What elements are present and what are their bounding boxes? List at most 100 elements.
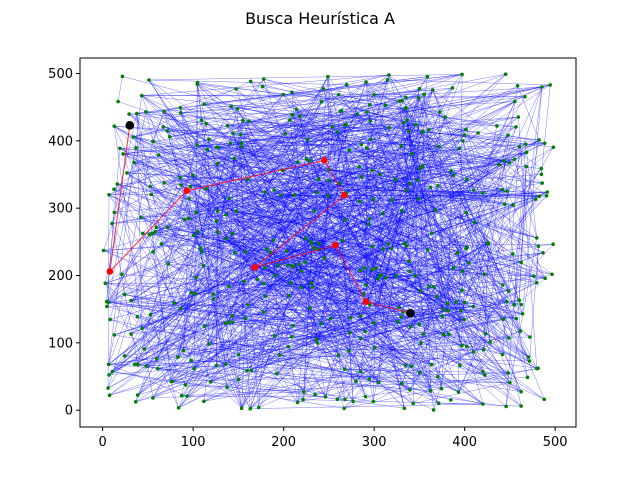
graph-node — [192, 366, 196, 371]
graph-node — [172, 301, 177, 305]
graph-node — [344, 122, 349, 127]
graph-node — [408, 324, 413, 329]
start-node — [125, 121, 135, 130]
graph-node — [223, 321, 228, 326]
graph-node — [288, 281, 293, 285]
graph-node — [327, 178, 331, 183]
graph-node — [107, 193, 111, 197]
graph-node — [129, 332, 133, 336]
graph-node — [483, 332, 488, 336]
graph-node — [314, 337, 319, 342]
graph-node — [142, 347, 146, 351]
graph-node — [292, 264, 296, 269]
graph-node — [408, 181, 412, 186]
graph-node — [112, 333, 117, 337]
graph-node — [199, 118, 204, 122]
graph-node — [322, 256, 326, 260]
graph-node — [385, 77, 390, 82]
graph-node — [368, 137, 373, 142]
graph-node — [436, 374, 440, 379]
graph-node — [527, 359, 532, 363]
graph-node — [319, 99, 324, 104]
graph-node — [503, 202, 507, 206]
graph-node — [132, 362, 137, 367]
graph-node — [144, 364, 149, 368]
graph-node — [361, 292, 366, 296]
graph-node — [351, 399, 355, 404]
graph-node — [441, 307, 446, 312]
graph-node — [540, 85, 544, 89]
graph-node — [165, 225, 170, 230]
path-node — [251, 264, 258, 271]
graph-node — [421, 130, 426, 134]
y-tick-label: 400 — [48, 134, 73, 149]
y-tick-label: 100 — [48, 336, 73, 351]
graph-node — [234, 87, 238, 91]
graph-node — [436, 401, 441, 406]
graph-node — [291, 323, 295, 328]
graph-node — [533, 197, 538, 201]
graph-node — [370, 168, 374, 173]
graph-node — [372, 321, 376, 325]
graph-node — [192, 233, 196, 238]
graph-node — [308, 306, 312, 310]
graph-node — [326, 74, 330, 79]
graph-node — [376, 380, 381, 385]
graph-node — [497, 162, 502, 167]
graph-node — [397, 99, 402, 103]
graph-node — [525, 375, 530, 380]
graph-node — [460, 288, 464, 293]
graph-node — [245, 368, 249, 373]
graph-node — [460, 343, 464, 348]
graph-node — [105, 304, 109, 309]
graph-node — [359, 142, 364, 147]
graph-node — [165, 129, 169, 133]
graph-node — [216, 145, 220, 150]
graph-node — [156, 153, 161, 157]
graph-node — [229, 104, 233, 108]
graph-node — [166, 262, 170, 266]
graph-node — [376, 277, 380, 281]
graph-node — [179, 111, 183, 115]
x-tick-label: 400 — [452, 435, 477, 450]
graph-node — [316, 177, 321, 181]
graph-node — [472, 220, 477, 224]
graph-node — [431, 285, 436, 289]
graph-node — [400, 99, 404, 103]
graph-node — [511, 252, 515, 256]
graph-node — [508, 380, 512, 385]
graph-node — [151, 250, 155, 254]
graph-node — [551, 242, 555, 246]
graph-node — [541, 251, 545, 255]
graph-node — [378, 273, 382, 278]
graph-node — [537, 194, 541, 199]
graph-node — [416, 96, 421, 100]
graph-node — [139, 215, 143, 219]
graph-node — [384, 276, 388, 280]
graph-node — [227, 284, 231, 289]
graph-node — [342, 367, 347, 372]
graph-node — [243, 249, 248, 254]
graph-node — [535, 236, 539, 240]
graph-node — [232, 156, 237, 161]
graph-node — [193, 292, 197, 296]
graph-node — [427, 127, 431, 132]
graph-node — [395, 319, 400, 324]
graph-node — [506, 289, 511, 293]
graph-node — [378, 172, 383, 177]
graph-node — [367, 377, 372, 381]
graph-node — [299, 285, 303, 290]
graph-node — [436, 144, 441, 149]
graph-node — [465, 177, 469, 182]
graph-node — [339, 108, 344, 113]
graph-node — [450, 86, 455, 90]
graph-node — [230, 313, 234, 318]
graph-node — [504, 404, 508, 409]
graph-node — [120, 272, 124, 277]
graph-node — [506, 371, 511, 375]
graph-node — [343, 397, 347, 402]
graph-node — [364, 80, 368, 84]
graph-node — [482, 272, 487, 277]
graph-node — [255, 277, 260, 282]
graph-node — [263, 190, 267, 194]
